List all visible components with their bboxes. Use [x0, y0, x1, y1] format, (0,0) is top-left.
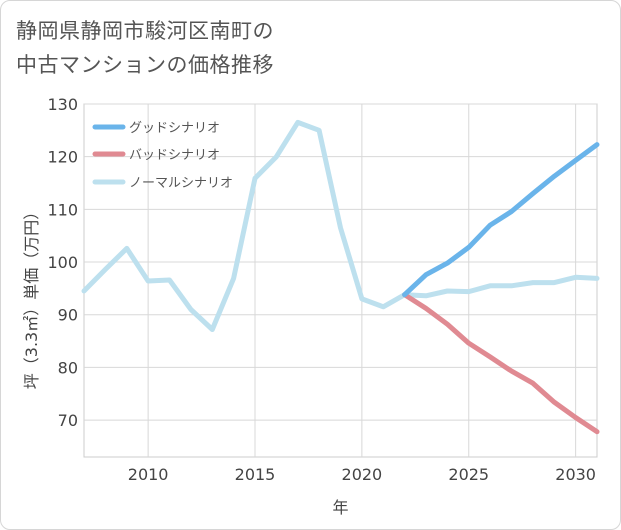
y-tick-label-100: 100 [47, 253, 78, 272]
series-line-bad [402, 292, 600, 435]
y-tick-label-120: 120 [47, 148, 78, 167]
chart-title-line-2: 中古マンションの価格推移 [16, 53, 274, 77]
legend-label-normal: ノーマルシナリオ [129, 176, 233, 191]
y-axis-title: 坪（3.3㎡）単価（万円） [22, 204, 41, 389]
chart-title-line-1: 静岡県静岡市駿河区南町の [16, 19, 274, 43]
y-tick-label-110: 110 [47, 200, 78, 219]
y-tick-label-70: 70 [58, 411, 78, 430]
x-tick-label-2025: 2025 [448, 465, 489, 484]
series-lines [81, 119, 600, 435]
x-tick-label-2010: 2010 [128, 465, 169, 484]
x-axis-title: 年 [332, 498, 348, 517]
series-line-normal [81, 119, 600, 332]
x-tick-label-2015: 2015 [235, 465, 276, 484]
x-tick-label-2020: 2020 [342, 465, 383, 484]
y-tick-label-130: 130 [47, 95, 78, 114]
y-tick-label-90: 90 [58, 306, 78, 325]
legend-label-bad: バッドシナリオ [129, 148, 220, 163]
axes: 70 80 90 100 110 120 130 2010 2015 2020 2025 2030 [47, 95, 596, 484]
x-tick-label-2030: 2030 [555, 465, 596, 484]
legend-label-good: グッドシナリオ [129, 121, 220, 136]
series-line-good [402, 142, 600, 298]
y-tick-label-80: 80 [58, 358, 78, 377]
chart-title: 静岡県静岡市駿河区南町の 中古マンションの価格推移 [16, 14, 416, 82]
